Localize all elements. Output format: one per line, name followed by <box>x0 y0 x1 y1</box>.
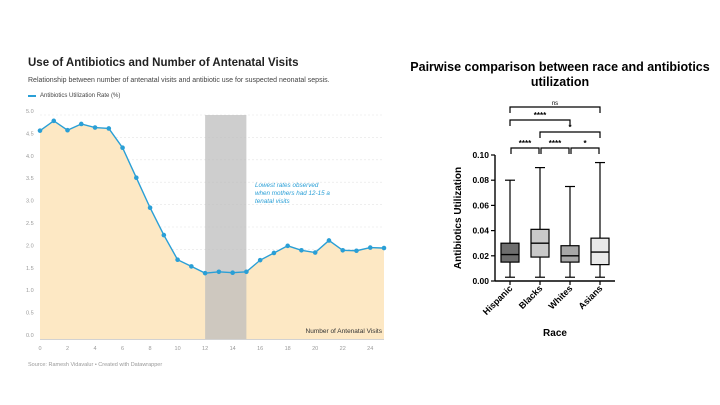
x-tick-label: 18 <box>285 346 291 352</box>
data-point <box>37 128 43 133</box>
box-hispanic <box>500 242 520 263</box>
significance-label: **** <box>519 139 532 148</box>
annotation-text: Lowest rates observed <box>255 182 319 189</box>
left-chart-svg: 0.00.51.01.52.02.53.03.54.04.55.00 2 4 6 8 10… <box>26 109 387 352</box>
highlight-band <box>205 115 247 339</box>
y-tick-label: 1.5 <box>26 266 34 272</box>
data-point <box>78 121 84 127</box>
data-point <box>147 205 153 211</box>
significance-label: * <box>568 123 572 132</box>
x-tick-label: Hispanic <box>481 283 515 317</box>
right-chart-svg: 0.00 0.02 0.04 0.06 0.08 0.10 Antibiotics Util… <box>453 101 615 339</box>
y-tick-label: 1.0 <box>26 288 34 294</box>
data-point <box>189 264 194 269</box>
left-chart-subtitle: Relationship between number of antenatal… <box>28 77 330 84</box>
left-chart-panel: Use of Antibiotics and Number of Antenat… <box>22 55 402 375</box>
x-tick-label: 8 <box>149 346 152 352</box>
area-fill <box>40 120 384 339</box>
y-tick-label: 0.00 <box>472 276 489 286</box>
data-point <box>175 257 180 263</box>
significance-bracket <box>509 106 601 113</box>
y-tick-label: 2.5 <box>26 221 34 227</box>
y-tick-label: 4.0 <box>26 154 34 160</box>
data-point <box>340 247 346 253</box>
y-tick-label: 0.10 <box>472 150 489 160</box>
y-tick-label: 2.0 <box>26 243 34 249</box>
y-tick-label: 0.08 <box>472 175 489 185</box>
data-point <box>216 269 222 275</box>
annotation-text: tenatal visits <box>255 198 290 205</box>
x-tick-label: 2 <box>66 346 69 352</box>
y-tick-label: 0.06 <box>472 200 489 210</box>
data-point <box>65 127 70 133</box>
data-point <box>354 248 359 254</box>
data-point <box>326 238 332 243</box>
x-tick-label: 10 <box>175 346 181 352</box>
data-point <box>202 270 208 276</box>
x-tick-label: Asians <box>576 283 604 311</box>
x-axis-label: Race <box>543 328 567 339</box>
x-tick-label: 6 <box>121 346 124 352</box>
annotation-text: when mothers had 12-15 a <box>255 190 330 197</box>
legend-line-swatch <box>28 95 36 97</box>
y-tick-label: 0.02 <box>472 251 489 261</box>
x-tick-label: 4 <box>94 346 97 352</box>
x-tick-label: 0 <box>38 346 41 352</box>
y-axis-label: Antibiotics Utilization <box>453 167 464 269</box>
right-chart-title: Pairwise comparison between race and ant… <box>410 60 710 89</box>
x-tick-label: 12 <box>202 346 208 352</box>
x-tick-label: 20 <box>312 346 318 352</box>
data-point <box>230 270 235 275</box>
y-tick-label: 4.5 <box>26 131 34 137</box>
left-chart-legend: Antibiotics Utilization Rate (%) <box>28 93 120 99</box>
y-tick-label: 3.0 <box>26 199 34 205</box>
y-tick-label: 3.5 <box>26 176 34 182</box>
data-point <box>134 175 139 181</box>
legend-label: Antibiotics Utilization Rate (%) <box>40 93 121 99</box>
x-tick-label: 14 <box>230 346 236 352</box>
x-tick-label: Whites <box>546 283 574 311</box>
data-point <box>285 243 290 249</box>
significance-bracket <box>570 147 600 154</box>
data-point <box>312 250 318 255</box>
x-tick-label: 24 <box>367 346 373 352</box>
box-whites <box>560 245 580 263</box>
data-point <box>244 269 249 275</box>
y-tick-label: 0.5 <box>26 311 34 317</box>
data-point <box>257 257 263 263</box>
significance-bracket <box>509 119 571 126</box>
y-tick-label: 0.0 <box>26 333 34 339</box>
data-point <box>299 247 304 253</box>
data-point <box>271 250 277 256</box>
significance-label: ns <box>552 101 558 107</box>
data-point <box>120 145 125 151</box>
x-tick-label: 16 <box>257 346 263 352</box>
x-axis-label: Number of Antenatal Visits <box>306 328 383 335</box>
significance-bracket <box>539 131 601 138</box>
significance-bracket <box>510 147 540 154</box>
data-point <box>92 125 98 130</box>
significance-bracket <box>540 147 570 154</box>
significance-label: * <box>583 139 587 148</box>
left-chart-source: Source: Ramesh Vidavalur • Created with … <box>28 362 163 368</box>
data-point <box>106 126 112 131</box>
data-point <box>161 232 167 238</box>
x-tick-label: Blacks <box>517 283 545 311</box>
x-tick-label: 22 <box>340 346 346 352</box>
data-point <box>367 245 373 250</box>
data-point <box>51 118 57 124</box>
y-tick-label: 5.0 <box>26 109 34 115</box>
data-point <box>381 245 387 251</box>
left-chart-title: Use of Antibiotics and Number of Antenat… <box>28 57 299 69</box>
significance-label: **** <box>549 139 562 148</box>
y-tick-label: 0.04 <box>472 226 489 236</box>
significance-label: **** <box>534 111 547 120</box>
